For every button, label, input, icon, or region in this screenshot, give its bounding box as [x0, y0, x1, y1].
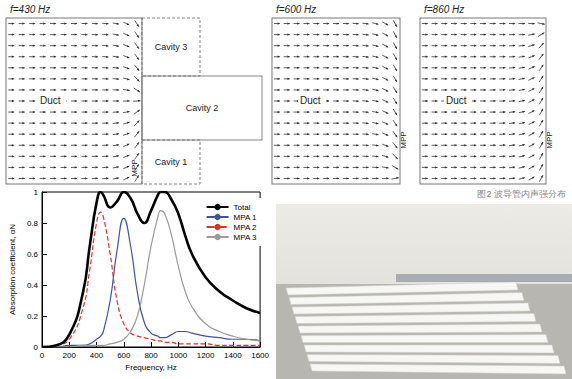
- svg-text:MPA 2: MPA 2: [234, 223, 258, 232]
- svg-text:f=860 Hz: f=860 Hz: [424, 4, 464, 15]
- svg-text:0.2: 0.2: [27, 312, 39, 321]
- svg-text:0.8: 0.8: [27, 219, 39, 228]
- svg-text:Absorption coefficient, αN: Absorption coefficient, αN: [8, 224, 17, 315]
- svg-text:Frequency, Hz: Frequency, Hz: [125, 363, 176, 372]
- svg-text:f=430 Hz: f=430 Hz: [10, 4, 50, 15]
- svg-text:1200: 1200: [197, 351, 215, 360]
- svg-text:Duct: Duct: [446, 95, 467, 106]
- svg-text:Cavity 1: Cavity 1: [155, 157, 188, 167]
- svg-text:f=600 Hz: f=600 Hz: [276, 4, 316, 15]
- svg-text:0.6: 0.6: [27, 250, 39, 259]
- svg-text:800: 800: [144, 351, 158, 360]
- svg-text:600: 600: [117, 351, 131, 360]
- svg-text:Cavity 2: Cavity 2: [186, 103, 219, 113]
- svg-text:Duct: Duct: [300, 95, 321, 106]
- svg-text:Cavity 3: Cavity 3: [155, 42, 188, 52]
- svg-text:MPP: MPP: [130, 159, 139, 176]
- svg-text:400: 400: [90, 351, 104, 360]
- svg-text:图2 波导管内声强分布: 图2 波导管内声强分布: [477, 189, 566, 199]
- svg-text:Duct: Duct: [40, 95, 61, 106]
- svg-text:0: 0: [40, 351, 45, 360]
- svg-text:Total: Total: [234, 203, 251, 212]
- svg-text:1400: 1400: [224, 351, 242, 360]
- svg-text:0: 0: [34, 343, 39, 352]
- svg-text:MPP: MPP: [545, 131, 554, 148]
- svg-text:1600: 1600: [251, 351, 269, 360]
- svg-text:1000: 1000: [169, 351, 187, 360]
- svg-text:200: 200: [63, 351, 77, 360]
- svg-text:MPA 3: MPA 3: [234, 233, 258, 242]
- svg-text:0.4: 0.4: [27, 281, 39, 290]
- svg-text:MPP: MPP: [399, 131, 408, 148]
- svg-text:MPA 1: MPA 1: [234, 213, 258, 222]
- svg-text:1: 1: [34, 188, 39, 197]
